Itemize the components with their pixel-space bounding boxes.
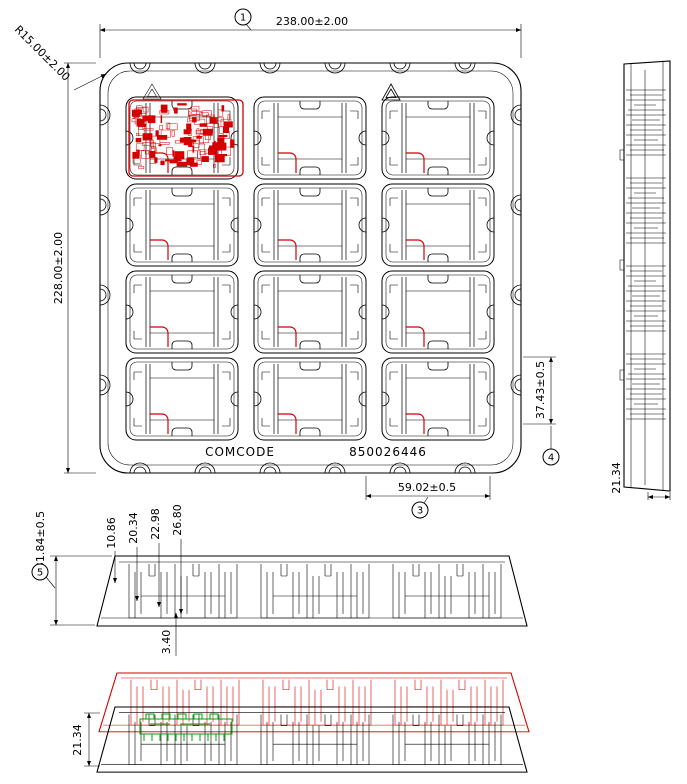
pcb-in-pocket (128, 99, 244, 177)
component-outline (139, 713, 233, 741)
stack-view: 21.34 (71, 673, 529, 772)
warning-triangle-icon (381, 83, 401, 101)
dim-side-thickness: 21.34 (610, 462, 623, 494)
orientation-triangle-icon (142, 83, 162, 100)
balloon-1: 1 (234, 8, 252, 31)
front-step-dimensions: 10.86 20.34 22.98 26.80 (105, 504, 184, 615)
dim-height: 228.00±2.00 (52, 232, 65, 304)
upper-tray-profile (99, 673, 529, 732)
balloon-4: 4 (542, 426, 560, 466)
pcb-outline (128, 99, 244, 177)
front-profile (97, 556, 527, 626)
top-view: COMCODE 850026446 (99, 62, 522, 474)
dim-width: 238.00±2.00 (276, 15, 348, 28)
pcb-component-pattern (131, 103, 235, 170)
svg-text:5: 5 (37, 568, 43, 579)
balloon-5: 5 (31, 563, 56, 589)
dim-step-3: 22.98 (149, 508, 162, 540)
svg-text:3: 3 (417, 506, 423, 517)
svg-text:4: 4 (548, 453, 554, 464)
right-side-view: 21.34 (610, 60, 671, 500)
dim-step-1: 10.86 (105, 517, 118, 549)
dim-step-2: 20.34 (127, 512, 140, 544)
tray-outer-outline (99, 62, 522, 474)
edge-scallops (99, 62, 522, 474)
dim-corner-radius: R15.00±2.00 (12, 23, 73, 84)
dim-pocket-pitch-y: 37.43±0.5 (534, 361, 547, 419)
balloon-3: 3 (411, 496, 429, 519)
part-number: 850026446 (349, 445, 427, 459)
dim-pocket-pitch-x: 59.02±0.5 (398, 481, 456, 494)
top-view-dimensions: 238.00±2.00 1 228.00±2.00 R15.00±2.00 59… (12, 8, 560, 519)
svg-text:1: 1 (240, 13, 246, 24)
pocket-grid (125, 96, 495, 441)
front-height-dimension: 31.84±0.5 5 (31, 511, 112, 626)
dim-overall-height: 31.84±0.5 (34, 511, 47, 569)
tray-inner-outline (107, 70, 514, 466)
front-view: 10.86 20.34 22.98 26.80 31.84±0.5 5 3.40 (31, 504, 527, 656)
comcode-label: COMCODE (205, 445, 275, 459)
dim-step-4: 26.80 (171, 504, 184, 536)
dim-base-thickness: 3.40 (160, 630, 173, 655)
dim-stack-pitch: 21.34 (71, 724, 84, 756)
